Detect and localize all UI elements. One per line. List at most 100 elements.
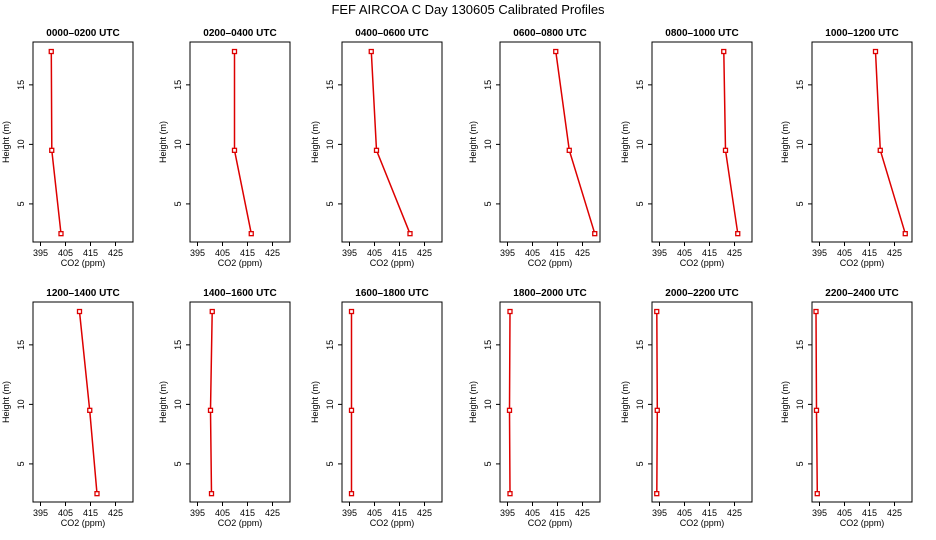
plot-frame [32, 41, 134, 243]
data-point [58, 231, 64, 237]
y-tick-label: 10 [635, 399, 645, 409]
x-tick-label: 425 [108, 248, 123, 258]
x-tick-label: 405 [215, 248, 230, 258]
x-tick-label: 405 [837, 248, 852, 258]
y-axis-label: Height (m) [310, 121, 320, 163]
data-point [207, 407, 214, 413]
y-tick-label: 10 [483, 139, 493, 149]
x-tick-label: 405 [367, 248, 382, 258]
figure-title: FEF AIRCOA C Day 130605 Calibrated Profi… [331, 2, 605, 17]
x-tick-label: 425 [575, 248, 590, 258]
panel-title: 0200–0400 UTC [203, 28, 276, 39]
x-tick-label: 395 [342, 248, 357, 258]
plot-frame [189, 41, 291, 243]
panel-title: 0600–0800 UTC [513, 28, 586, 39]
x-tick-label: 415 [240, 248, 255, 258]
y-tick-label: 5 [635, 201, 645, 206]
data-point [87, 407, 93, 413]
x-tick-label: 415 [83, 248, 98, 258]
data-point [507, 308, 513, 315]
y-tick-label: 15 [173, 80, 183, 90]
panel-title: 0400–0600 UTC [355, 28, 428, 39]
y-tick-label: 15 [795, 80, 805, 90]
y-tick-label: 10 [635, 139, 645, 149]
data-point [902, 231, 908, 237]
plot-frame [651, 41, 753, 243]
x-tick-label: 425 [575, 508, 590, 518]
y-tick-label: 15 [483, 80, 493, 90]
profile-line [723, 51, 739, 234]
panel-title: 0800–1000 UTC [665, 28, 738, 39]
x-tick-label: 395 [812, 248, 827, 258]
x-tick-label: 395 [342, 508, 357, 518]
x-axis-label: CO2 (ppm) [680, 258, 725, 268]
y-tick-label: 15 [16, 80, 26, 90]
profile-line [508, 311, 511, 494]
y-axis-label: Height (m) [158, 381, 168, 423]
panel-title: 0000–0200 UTC [46, 28, 119, 39]
profile-line [78, 311, 98, 494]
y-tick-label: 5 [173, 201, 183, 206]
y-tick-label: 10 [16, 399, 26, 409]
data-point [209, 308, 215, 315]
data-point [654, 407, 660, 413]
profile-line [815, 311, 819, 494]
y-tick-label: 15 [16, 340, 26, 350]
data-point [721, 48, 727, 55]
data-point [348, 407, 355, 413]
profile-line [50, 51, 62, 234]
data-point [592, 231, 598, 237]
y-tick-label: 10 [16, 139, 26, 149]
x-tick-label: 395 [652, 508, 667, 518]
data-point [231, 48, 238, 55]
x-tick-label: 415 [702, 508, 717, 518]
x-tick-label: 395 [812, 508, 827, 518]
x-tick-label: 405 [677, 248, 692, 258]
x-tick-label: 425 [265, 248, 280, 258]
x-axis-label: CO2 (ppm) [218, 258, 263, 268]
y-tick-label: 5 [16, 461, 26, 466]
x-tick-label: 425 [727, 248, 742, 258]
y-tick-label: 15 [173, 340, 183, 350]
data-point [654, 491, 660, 497]
y-tick-label: 5 [795, 201, 805, 206]
y-tick-label: 5 [483, 461, 493, 466]
plot-frame [499, 301, 601, 503]
x-tick-label: 415 [862, 248, 877, 258]
y-tick-label: 15 [483, 340, 493, 350]
x-tick-label: 395 [652, 248, 667, 258]
x-axis-label: CO2 (ppm) [680, 518, 725, 528]
x-axis-label: CO2 (ppm) [370, 258, 415, 268]
x-tick-label: 425 [417, 248, 432, 258]
x-tick-label: 415 [550, 248, 565, 258]
x-axis-label: CO2 (ppm) [840, 258, 885, 268]
panel-title: 1600–1800 UTC [355, 288, 428, 299]
x-axis-label: CO2 (ppm) [61, 518, 106, 528]
y-tick-label: 5 [325, 201, 335, 206]
x-tick-label: 405 [525, 248, 540, 258]
data-point [553, 48, 559, 55]
y-tick-label: 5 [16, 201, 26, 206]
data-point [248, 231, 254, 237]
y-tick-label: 10 [483, 399, 493, 409]
data-point [566, 147, 572, 153]
data-point [813, 308, 819, 315]
x-tick-label: 395 [500, 248, 515, 258]
panel-title: 2000–2200 UTC [665, 288, 738, 299]
x-tick-label: 425 [265, 508, 280, 518]
data-point [348, 491, 355, 497]
y-tick-label: 15 [325, 340, 335, 350]
y-tick-label: 5 [795, 461, 805, 466]
x-tick-label: 425 [887, 508, 902, 518]
profile-line [555, 51, 596, 234]
data-point [506, 407, 513, 413]
data-point [813, 407, 820, 413]
x-tick-label: 405 [837, 508, 852, 518]
y-tick-label: 10 [325, 139, 335, 149]
y-tick-label: 10 [795, 139, 805, 149]
x-tick-label: 425 [887, 248, 902, 258]
